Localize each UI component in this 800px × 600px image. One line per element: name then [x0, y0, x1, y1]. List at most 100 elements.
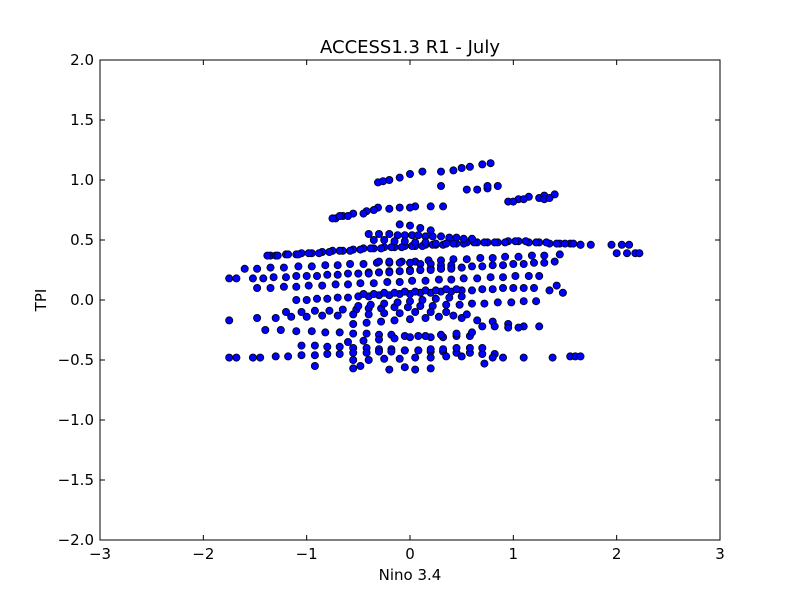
data-point	[436, 330, 445, 339]
data-point	[385, 268, 394, 277]
data-point	[356, 279, 365, 288]
data-point	[333, 293, 342, 302]
data-point	[452, 233, 461, 242]
data-point	[521, 237, 530, 246]
x-tick-label: 3	[715, 545, 725, 563]
data-point	[400, 363, 409, 372]
data-point	[359, 289, 368, 298]
data-point	[476, 253, 485, 262]
x-axis-label: Nino 3.4	[379, 566, 442, 584]
data-point	[411, 353, 420, 362]
data-point	[374, 229, 383, 238]
data-point	[354, 301, 363, 310]
data-point	[343, 269, 352, 278]
data-point	[364, 355, 373, 364]
data-point	[532, 297, 541, 306]
data-point	[354, 269, 363, 278]
data-point	[364, 269, 373, 278]
y-tick-label: 1.0	[70, 171, 94, 189]
data-point	[284, 250, 293, 259]
data-point	[524, 271, 533, 280]
data-point	[586, 240, 595, 249]
data-point	[307, 262, 316, 271]
data-point	[335, 349, 344, 358]
data-point	[607, 240, 616, 249]
data-point	[323, 294, 332, 303]
data-point	[569, 239, 578, 248]
data-point	[414, 231, 423, 240]
data-point	[509, 197, 518, 206]
data-point	[426, 307, 435, 316]
data-point	[455, 300, 464, 309]
data-point	[256, 353, 265, 362]
data-point	[333, 270, 342, 279]
data-point	[369, 289, 378, 298]
data-point	[385, 175, 394, 184]
data-point	[263, 251, 272, 260]
data-point	[310, 361, 319, 370]
data-point	[377, 317, 386, 326]
data-point	[380, 309, 389, 318]
data-point	[442, 239, 451, 248]
data-point	[405, 315, 414, 324]
data-point	[302, 271, 311, 280]
data-point	[459, 274, 468, 283]
data-point	[328, 214, 337, 223]
data-point	[490, 238, 499, 247]
data-point	[349, 364, 358, 373]
data-point	[279, 282, 288, 291]
x-tick-label: 2	[612, 545, 622, 563]
data-point	[411, 307, 420, 316]
data-point	[338, 305, 347, 314]
data-point	[385, 257, 394, 266]
data-point	[335, 328, 344, 337]
data-point	[436, 264, 445, 273]
data-point	[366, 300, 375, 309]
data-point	[465, 162, 474, 171]
data-point	[385, 365, 394, 374]
data-point	[294, 250, 303, 259]
data-point	[426, 265, 435, 274]
data-point	[294, 262, 303, 271]
data-point	[490, 322, 499, 331]
data-point	[312, 271, 321, 280]
data-point	[480, 238, 489, 247]
data-point	[248, 353, 257, 362]
data-point	[511, 271, 520, 280]
data-point	[514, 252, 523, 261]
data-point	[421, 286, 430, 295]
data-point	[323, 342, 332, 351]
data-point	[519, 259, 528, 268]
data-point	[473, 316, 482, 325]
data-point	[405, 258, 414, 267]
data-point	[405, 333, 414, 342]
data-point	[362, 318, 371, 327]
data-point	[395, 220, 404, 229]
data-point	[297, 307, 306, 316]
data-point	[380, 288, 389, 297]
data-point	[405, 297, 414, 306]
data-point	[545, 286, 554, 295]
data-point	[292, 271, 301, 280]
data-point	[540, 258, 549, 267]
data-point	[383, 277, 392, 286]
data-point	[323, 349, 332, 358]
data-point	[498, 261, 507, 270]
data-point	[292, 295, 301, 304]
data-point	[426, 364, 435, 373]
data-point	[462, 255, 471, 264]
data-point	[269, 273, 278, 282]
data-point	[442, 285, 451, 294]
data-point	[374, 268, 383, 277]
data-point	[276, 325, 285, 334]
x-tick-label: −2	[192, 545, 214, 563]
data-point	[225, 353, 234, 362]
data-point	[369, 279, 378, 288]
data-point	[333, 311, 342, 320]
data-point	[442, 352, 451, 361]
data-point	[331, 280, 340, 289]
y-tick-label: 1.5	[70, 111, 94, 129]
data-point	[362, 329, 371, 338]
data-point	[380, 235, 389, 244]
data-point	[530, 283, 539, 292]
